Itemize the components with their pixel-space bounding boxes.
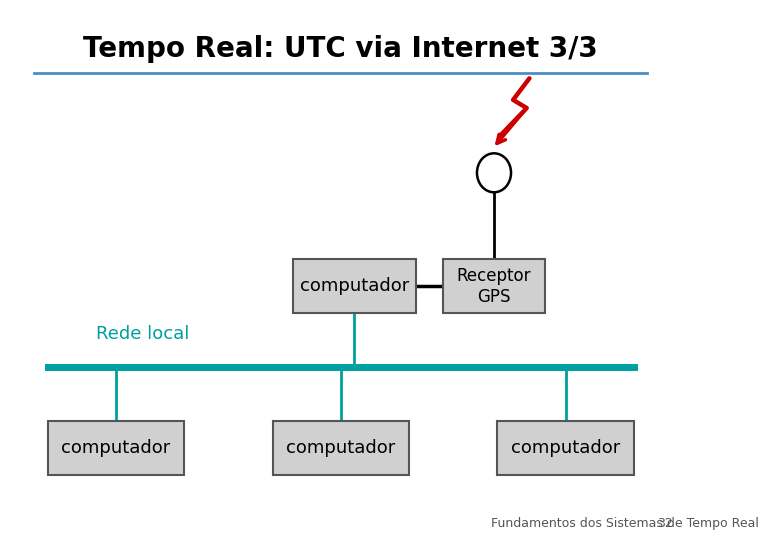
FancyBboxPatch shape xyxy=(443,259,545,313)
Text: computador: computador xyxy=(61,439,171,457)
FancyBboxPatch shape xyxy=(272,421,409,475)
Text: computador: computador xyxy=(300,277,409,295)
FancyBboxPatch shape xyxy=(48,421,184,475)
FancyBboxPatch shape xyxy=(498,421,633,475)
Text: computador: computador xyxy=(286,439,395,457)
Text: Receptor
GPS: Receptor GPS xyxy=(457,267,531,306)
Text: Fundamentos dos Sistemas de Tempo Real: Fundamentos dos Sistemas de Tempo Real xyxy=(491,517,758,530)
Text: 32: 32 xyxy=(658,517,673,530)
Text: Rede local: Rede local xyxy=(97,325,190,343)
Text: computador: computador xyxy=(511,439,620,457)
FancyBboxPatch shape xyxy=(293,259,416,313)
Text: Tempo Real: UTC via Internet 3/3: Tempo Real: UTC via Internet 3/3 xyxy=(83,35,598,63)
